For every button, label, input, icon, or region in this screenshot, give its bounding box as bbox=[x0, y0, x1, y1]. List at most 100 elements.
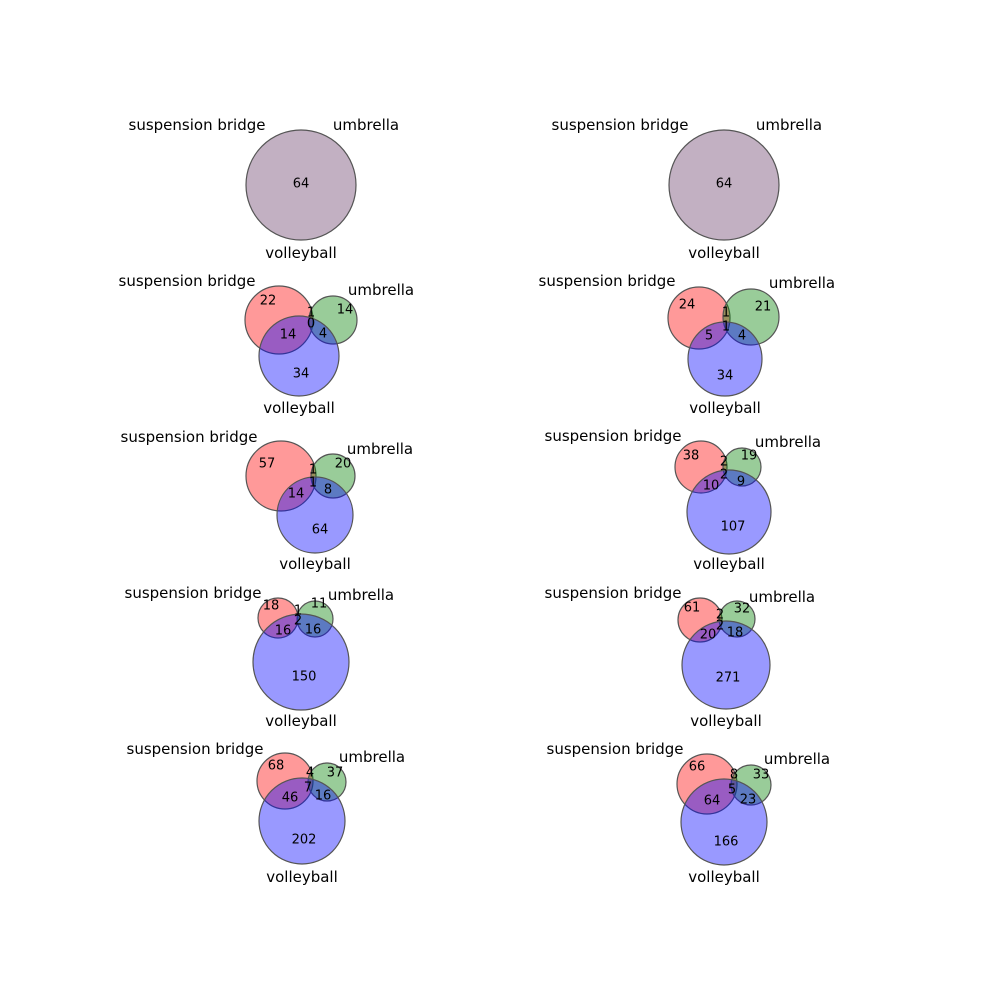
volleyball-label: volleyball bbox=[266, 868, 338, 886]
volleyball-circle bbox=[687, 321, 763, 397]
volleyball-label: volleyball bbox=[265, 712, 337, 730]
region-count-c: 107 bbox=[721, 520, 746, 535]
region-count-a: 18 bbox=[263, 599, 280, 614]
suspension-bridge-label: suspension bridge bbox=[129, 116, 266, 134]
region-count-a: 38 bbox=[683, 449, 700, 464]
venn-panel-9: suspension bridge umbrella volleyball 68 37 4… bbox=[127, 740, 406, 886]
region-count-abc: 0 bbox=[307, 317, 315, 332]
region-count-ab: 2 bbox=[716, 608, 724, 623]
region-count-ab: 1 bbox=[294, 604, 302, 619]
suspension-bridge-circle bbox=[667, 286, 731, 350]
region-count-ac: 14 bbox=[288, 487, 305, 502]
region-count-a: 57 bbox=[259, 457, 276, 472]
region-count-abc: 5 bbox=[728, 783, 736, 798]
region-count-a: 22 bbox=[260, 294, 277, 309]
umbrella-label: umbrella bbox=[769, 274, 835, 292]
suspension-bridge-circle bbox=[674, 440, 728, 494]
region-count-b: 19 bbox=[741, 449, 758, 464]
venn-panel-1: suspension bridge umbrella volleyball 64 bbox=[129, 116, 400, 262]
region-count-abc: 2 bbox=[294, 614, 302, 629]
region-count-b: 33 bbox=[753, 768, 770, 783]
region-count-abc: 2 bbox=[716, 619, 724, 634]
region-count-c: 34 bbox=[293, 367, 310, 382]
region-count-c: 166 bbox=[714, 835, 739, 850]
volleyball-circle bbox=[686, 469, 772, 555]
overlapping-set-circle bbox=[245, 129, 357, 241]
umbrella-circle bbox=[307, 762, 347, 802]
volleyball-label: volleyball bbox=[688, 868, 760, 886]
region-count-ac: 10 bbox=[703, 479, 720, 494]
umbrella-circle bbox=[308, 295, 358, 345]
suspension-bridge-circle bbox=[677, 597, 723, 643]
suspension-bridge-label: suspension bridge bbox=[545, 427, 682, 445]
venn-panel-3: suspension bridge umbrellavolleyball22141… bbox=[119, 272, 415, 417]
region-count-b: 32 bbox=[734, 602, 751, 617]
region-count-abc: 64 bbox=[716, 177, 733, 192]
overlapping-set-circle bbox=[668, 129, 780, 241]
region-count-ab: 8 bbox=[730, 768, 738, 783]
region-count-ab: 1 bbox=[309, 463, 317, 478]
umbrella-label: umbrella bbox=[756, 116, 822, 134]
volleyball-label: volleyball bbox=[279, 555, 351, 573]
region-count-bc: 9 bbox=[737, 475, 745, 490]
region-count-c: 202 bbox=[292, 833, 317, 848]
suspension-bridge-label: suspension bridge bbox=[119, 272, 256, 290]
region-count-bc: 18 bbox=[727, 626, 744, 641]
suspension-bridge-label: suspension bridge bbox=[547, 740, 684, 758]
region-count-bc: 8 bbox=[324, 483, 332, 498]
region-count-a: 68 bbox=[268, 759, 285, 774]
suspension-bridge-label: suspension bridge bbox=[127, 740, 264, 758]
suspension-bridge-label: suspension bridge bbox=[545, 584, 682, 602]
region-count-ab: 2 bbox=[720, 455, 728, 470]
suspension-bridge-circle bbox=[676, 753, 738, 815]
umbrella-circle bbox=[730, 764, 772, 806]
volleyball-label: volleyball bbox=[689, 399, 761, 417]
region-count-a: 61 bbox=[684, 601, 701, 616]
region-count-c: 34 bbox=[717, 369, 734, 384]
suspension-bridge-label: suspension bridge bbox=[552, 116, 689, 134]
region-count-b: 21 bbox=[755, 300, 772, 315]
region-count-ab: 4 bbox=[306, 766, 314, 781]
umbrella-circle bbox=[722, 288, 780, 346]
umbrella-label: umbrella bbox=[348, 281, 414, 299]
volleyball-circle bbox=[252, 613, 350, 711]
region-count-abc: 1 bbox=[309, 476, 317, 491]
umbrella-label: umbrella bbox=[764, 750, 830, 768]
region-count-b: 37 bbox=[327, 766, 344, 781]
region-count-b: 11 bbox=[311, 597, 328, 612]
umbrella-label: umbrella bbox=[328, 586, 394, 604]
region-count-c: 150 bbox=[292, 670, 317, 685]
region-count-bc: 23 bbox=[740, 793, 757, 808]
region-count-abc: 64 bbox=[293, 177, 310, 192]
umbrella-label: umbrella bbox=[333, 116, 399, 134]
volleyball-label: volleyball bbox=[265, 244, 337, 262]
suspension-bridge-label: suspension bridge bbox=[121, 428, 258, 446]
umbrella-label: umbrella bbox=[347, 440, 413, 458]
venn-panel-2: suspension bridge umbrella volleyball 64 bbox=[552, 116, 823, 262]
region-count-abc: 2 bbox=[720, 468, 728, 483]
region-count-abc: 7 bbox=[304, 781, 312, 796]
region-count-ac: 16 bbox=[275, 624, 292, 639]
suspension-bridge-circle bbox=[245, 440, 317, 512]
region-count-b: 20 bbox=[335, 457, 352, 472]
venn-panel-5: suspension bridge umbrella volleyball 57 20 1… bbox=[121, 428, 414, 573]
region-count-c: 271 bbox=[716, 671, 741, 686]
region-count-ac: 20 bbox=[700, 628, 717, 643]
umbrella-circle bbox=[718, 600, 756, 638]
suspension-bridge-label: suspension bridge bbox=[125, 584, 262, 602]
region-count-ac: 5 bbox=[705, 329, 713, 344]
region-count-ac: 14 bbox=[280, 328, 297, 343]
umbrella-label: umbrella bbox=[755, 433, 821, 451]
region-count-ab: 1 bbox=[722, 306, 730, 321]
volleyball-circle bbox=[680, 778, 768, 866]
suspension-bridge-circle bbox=[244, 285, 314, 355]
region-count-a: 66 bbox=[689, 760, 706, 775]
volleyball-label: volleyball bbox=[688, 244, 760, 262]
volleyball-circle bbox=[258, 777, 346, 865]
umbrella-label: umbrella bbox=[339, 748, 405, 766]
region-count-c: 64 bbox=[312, 523, 329, 538]
region-count-abc: 1 bbox=[722, 320, 730, 335]
suspension-bridge-label: suspension bridge bbox=[539, 272, 676, 290]
